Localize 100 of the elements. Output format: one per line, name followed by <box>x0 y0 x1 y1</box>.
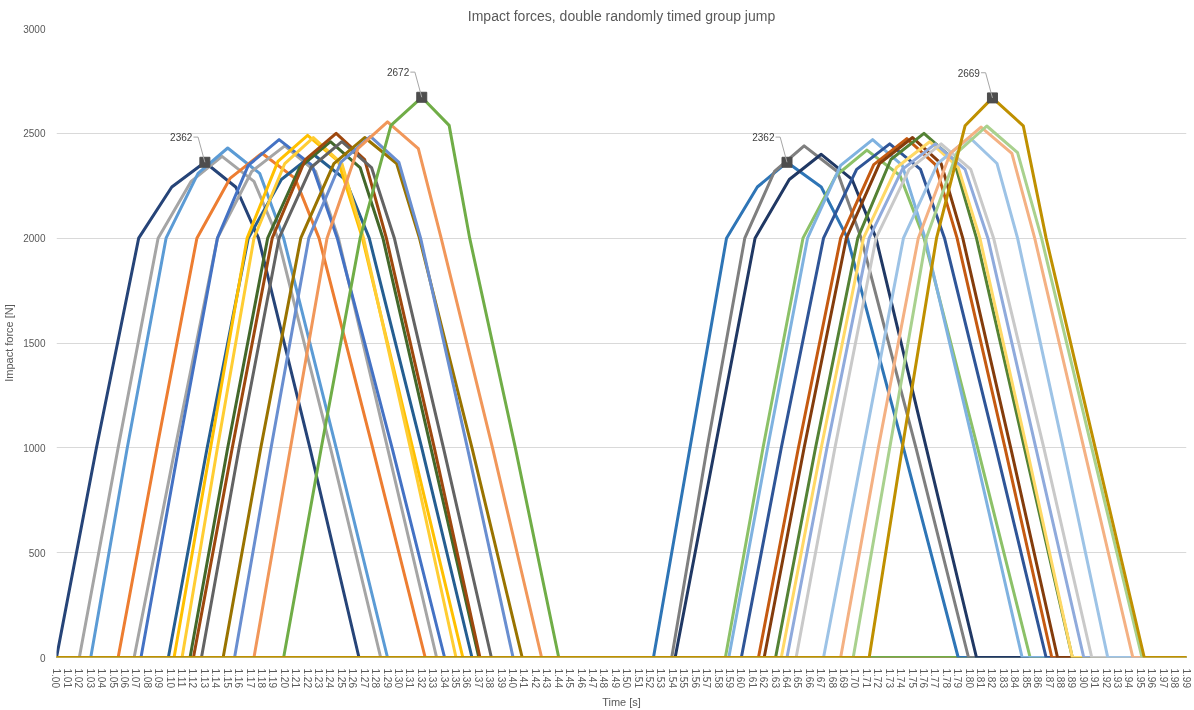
x-tick-label: 1.80 <box>963 668 975 689</box>
x-tick-label: 1.15 <box>221 668 233 689</box>
x-tick-label: 1.87 <box>1043 668 1055 689</box>
y-tick-label: 1000 <box>23 442 46 454</box>
x-tick-label: 1.70 <box>849 668 861 689</box>
x-tick-label: 1.12 <box>187 668 199 689</box>
x-tick-label: 1.91 <box>1089 668 1101 689</box>
x-tick-label: 1.35 <box>449 668 461 689</box>
x-tick-label: 1.69 <box>838 668 850 689</box>
x-tick-label: 1.71 <box>860 668 872 689</box>
x-tick-label: 1.86 <box>1032 668 1044 689</box>
x-tick-label: 1.74 <box>895 668 907 689</box>
x-tick-label: 1.51 <box>632 668 644 689</box>
x-tick-label: 1.13 <box>198 668 210 689</box>
x-tick-label: 1.44 <box>552 668 564 689</box>
x-tick-label: 1.88 <box>1054 668 1066 689</box>
x-tick-label: 1.29 <box>381 668 393 689</box>
x-tick-label: 1.59 <box>723 668 735 689</box>
x-tick-label: 1.56 <box>689 668 701 689</box>
x-tick-label: 1.03 <box>84 668 96 689</box>
x-tick-label: 1.33 <box>427 668 439 689</box>
x-tick-label: 1.11 <box>176 668 188 688</box>
x-tick-label: 1.61 <box>746 668 758 689</box>
x-tick-label: 1.83 <box>997 668 1009 689</box>
x-tick-label: 1.45 <box>564 668 576 689</box>
x-tick-label: 1.68 <box>826 668 838 689</box>
x-tick-label: 1.22 <box>301 668 313 689</box>
x-tick-label: 1.16 <box>233 668 245 689</box>
x-tick-label: 1.79 <box>952 668 964 689</box>
x-tick-label: 1.46 <box>575 668 587 689</box>
x-tick-label: 1.78 <box>940 668 952 689</box>
x-tick-label: 1.00 <box>50 668 62 689</box>
x-tick-label: 1.54 <box>666 668 678 689</box>
y-tick-label: 500 <box>28 547 46 559</box>
x-tick-label: 1.57 <box>701 668 713 689</box>
x-tick-label: 1.06 <box>118 668 130 689</box>
x-tick-label: 1.27 <box>358 668 370 689</box>
x-tick-label: 1.93 <box>1112 668 1124 689</box>
x-tick-label: 1.64 <box>781 668 793 689</box>
x-tick-label: 1.95 <box>1134 668 1146 689</box>
x-tick-label: 1.89 <box>1066 668 1078 689</box>
x-tick-label: 1.77 <box>929 668 941 689</box>
x-tick-label: 1.30 <box>392 668 404 689</box>
x-tick-label: 1.58 <box>712 668 724 689</box>
x-tick-label: 1.53 <box>655 668 667 689</box>
x-tick-label: 1.90 <box>1077 668 1089 689</box>
x-tick-label: 1.67 <box>815 668 827 689</box>
x-tick-label: 1.43 <box>541 668 553 689</box>
x-tick-label: 1.82 <box>986 668 998 689</box>
x-tick-label: 1.47 <box>586 668 598 689</box>
annotation: 2672 <box>386 67 410 79</box>
x-tick-label: 1.49 <box>609 668 621 689</box>
y-tick-label: 3000 <box>23 23 46 35</box>
x-tick-label: 1.42 <box>529 668 541 689</box>
x-tick-label: 1.07 <box>130 668 142 689</box>
x-tick-label: 1.39 <box>495 668 507 689</box>
x-tick-label: 1.21 <box>290 668 302 689</box>
x-tick-label: 1.73 <box>883 668 895 689</box>
x-tick-label: 1.04 <box>96 668 108 689</box>
x-tick-label: 1.50 <box>621 668 633 689</box>
x-tick-label: 1.52 <box>644 668 656 689</box>
x-tick-label: 1.20 <box>278 668 290 689</box>
x-tick-label: 1.09 <box>153 668 165 689</box>
x-tick-label: 1.37 <box>472 668 484 689</box>
x-tick-label: 1.10 <box>164 668 176 689</box>
x-tick-label: 1.63 <box>769 668 781 689</box>
x-tick-label: 1.96 <box>1146 668 1158 689</box>
x-tick-label: 1.97 <box>1157 668 1169 689</box>
x-tick-label: 1.41 <box>518 668 530 689</box>
x-tick-label: 1.31 <box>404 668 416 689</box>
x-tick-label: 1.05 <box>107 668 119 689</box>
x-tick-label: 1.40 <box>507 668 519 689</box>
annotation: 2362 <box>752 132 775 144</box>
x-tick-label: 1.85 <box>1020 668 1032 689</box>
x-tick-label: 1.28 <box>370 668 382 689</box>
x-tick-label: 1.36 <box>461 668 473 689</box>
x-tick-label: 1.55 <box>678 668 690 689</box>
x-tick-label: 1.92 <box>1100 668 1112 689</box>
x-tick-label: 1.72 <box>872 668 884 689</box>
y-tick-label: 1500 <box>23 338 46 349</box>
y-tick-label: 0 <box>39 652 46 664</box>
x-tick-label: 1.81 <box>975 668 987 689</box>
x-tick-label: 1.14 <box>210 668 222 689</box>
x-tick-label: 1.19 <box>267 668 279 689</box>
annotation: 2362 <box>170 132 193 144</box>
x-tick-label: 1.24 <box>324 668 336 689</box>
x-tick-label: 1.23 <box>313 668 325 689</box>
x-tick-label: 1.01 <box>61 668 73 689</box>
x-tick-label: 1.17 <box>244 668 256 689</box>
y-axis-title: Impact force [N] <box>3 304 16 382</box>
x-tick-label: 1.65 <box>792 668 804 689</box>
y-tick-label: 2500 <box>23 128 46 140</box>
x-tick-label: 1.98 <box>1169 668 1181 689</box>
x-tick-label: 1.18 <box>255 668 267 689</box>
x-tick-label: 1.76 <box>917 668 929 689</box>
x-tick-label: 1.66 <box>803 668 815 689</box>
x-tick-label: 1.38 <box>484 668 496 689</box>
x-tick-label: 1.62 <box>758 668 770 689</box>
x-tick-label: 1.84 <box>1009 668 1021 689</box>
x-tick-label: 1.75 <box>906 668 918 689</box>
